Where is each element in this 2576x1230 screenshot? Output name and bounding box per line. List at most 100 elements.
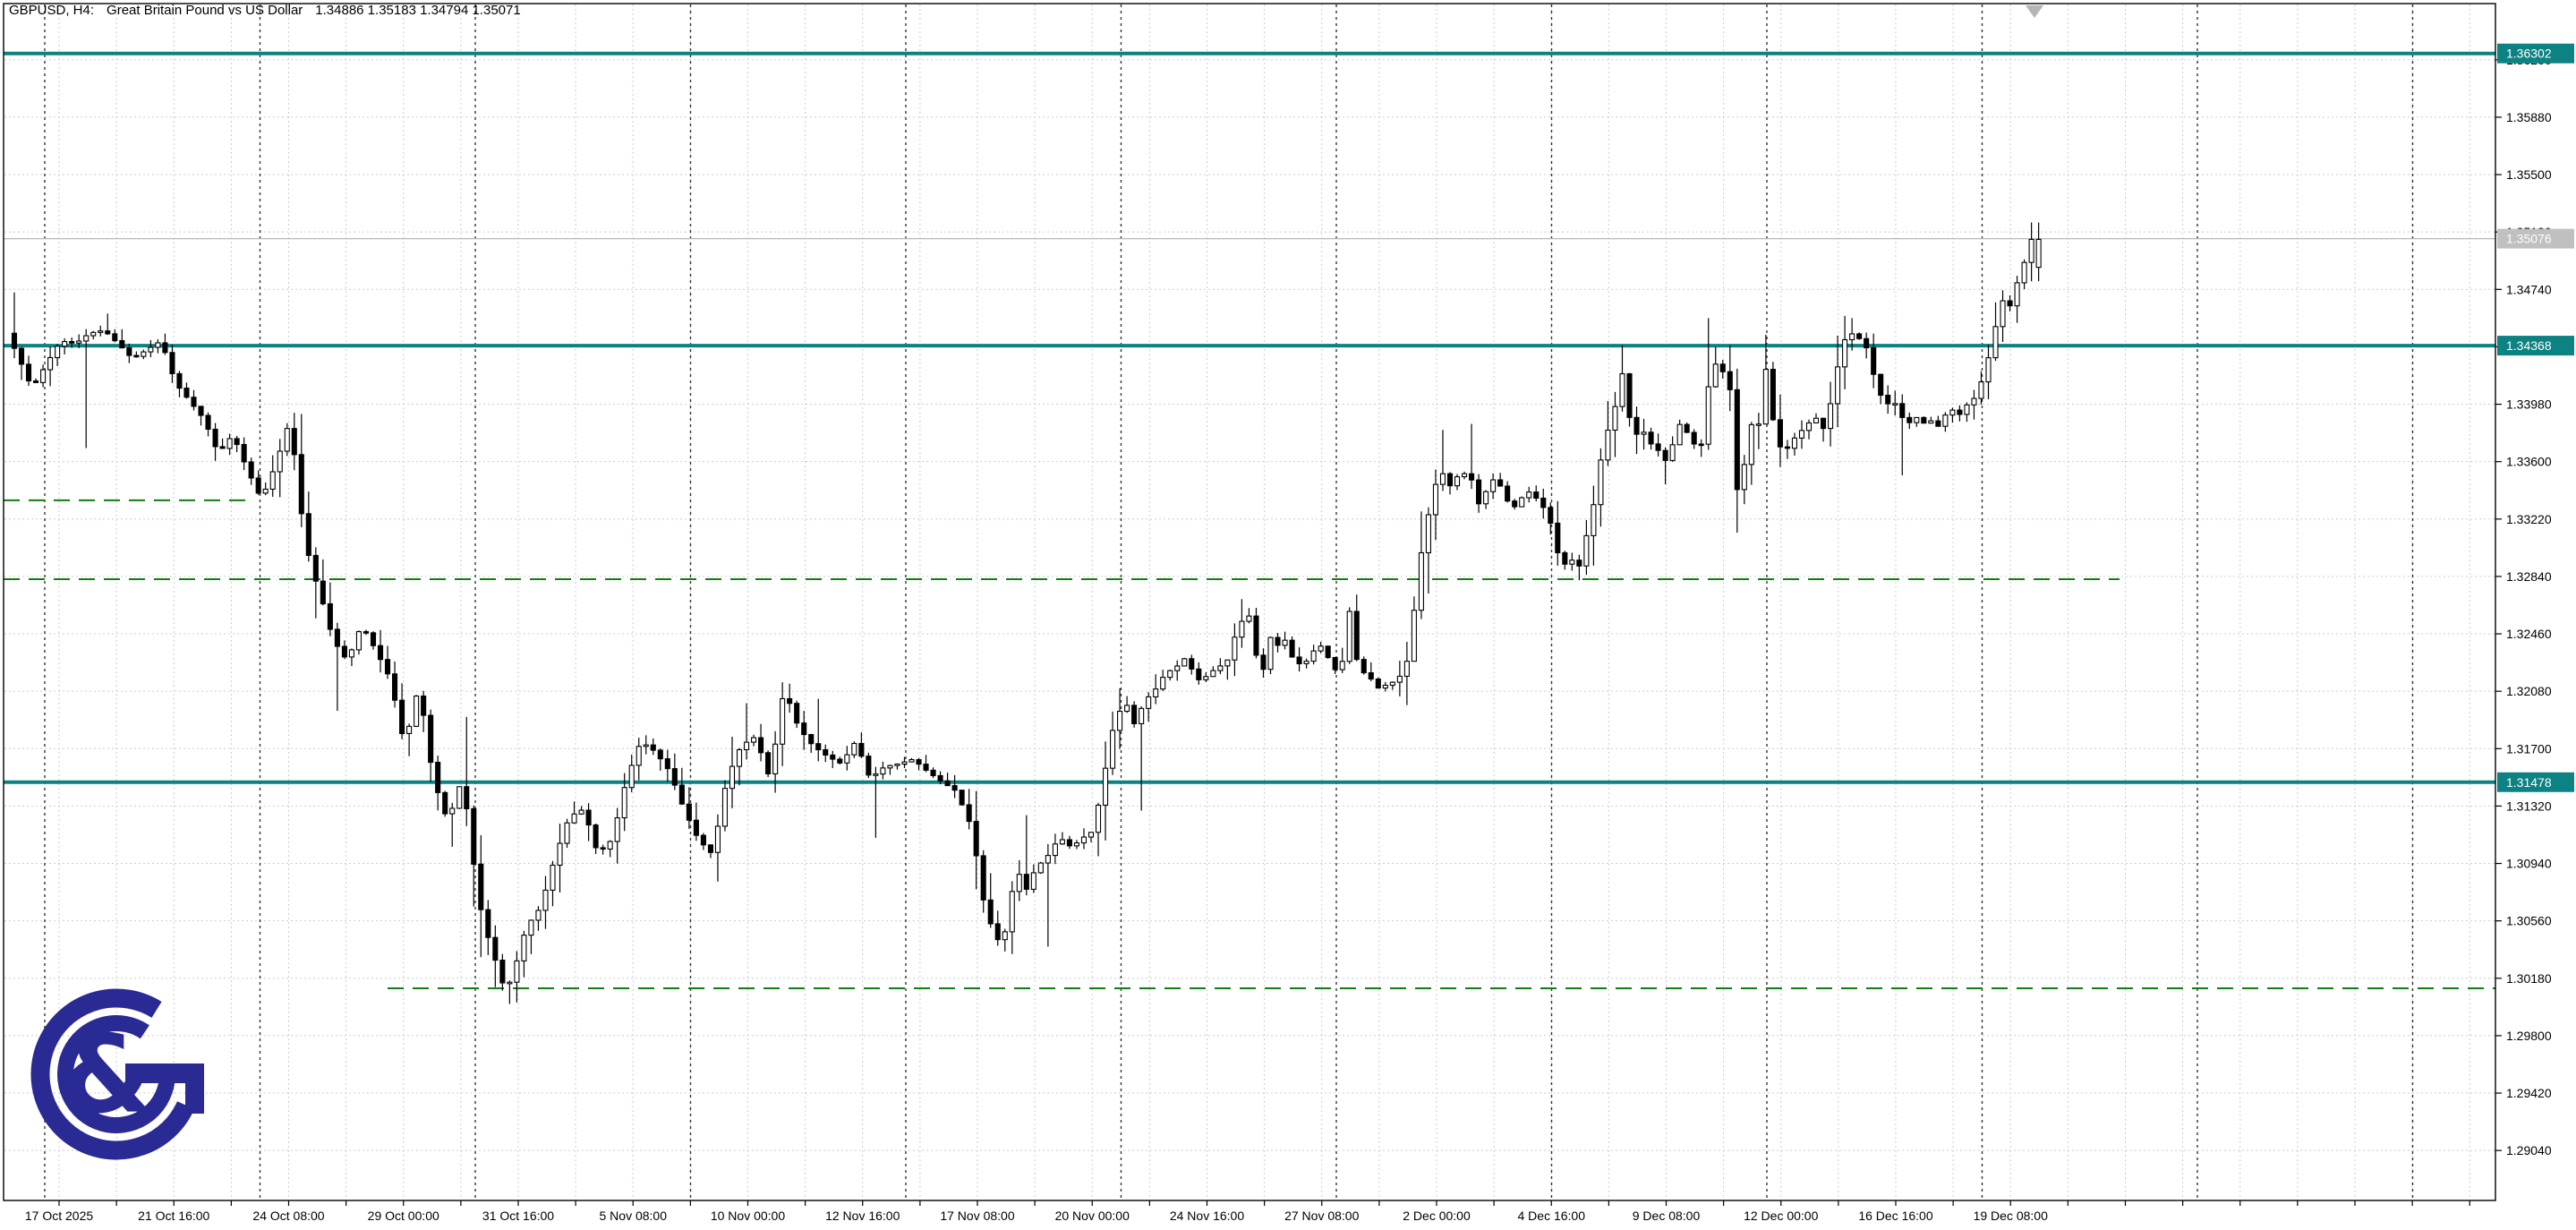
bear-candle — [959, 790, 965, 806]
bear-candle — [1325, 645, 1331, 659]
bull-candle — [2014, 282, 2020, 307]
y-axis-label: 1.33600 — [2506, 455, 2552, 469]
x-axis-label: 19 Dec 08:00 — [1974, 1209, 2048, 1223]
bear-candle — [794, 703, 800, 724]
bull-candle — [643, 744, 649, 747]
x-axis-label: 9 Dec 08:00 — [1633, 1209, 1701, 1223]
bull-candle — [564, 822, 570, 844]
bull-candle — [1088, 832, 1095, 838]
bear-candle — [33, 380, 39, 383]
bear-candle — [1856, 333, 1863, 339]
bear-candle — [112, 333, 118, 342]
x-axis-label: 24 Nov 16:00 — [1170, 1209, 1244, 1223]
bull-candle — [1439, 473, 1446, 485]
bear-candle — [133, 354, 140, 358]
bear-candle — [1260, 654, 1267, 671]
bear-candle — [1727, 371, 1733, 390]
bull-candle — [355, 631, 363, 651]
bear-candle — [815, 743, 822, 751]
y-axis-label: 1.29420 — [2506, 1086, 2552, 1100]
bull-candle — [1612, 406, 1618, 431]
bull-candle — [1203, 676, 1209, 680]
bull-candle — [887, 764, 893, 769]
bear-candle — [1332, 656, 1338, 671]
bear-candle — [1906, 416, 1913, 423]
bull-candle — [780, 697, 786, 745]
bull-candle — [1828, 403, 1834, 430]
bull-candle — [1849, 333, 1855, 341]
bull-candle — [1914, 416, 1920, 423]
bull-candle — [1942, 414, 1949, 427]
bear-candle — [1548, 507, 1554, 524]
y-axis-label: 1.29040 — [2506, 1143, 2552, 1157]
bull-candle — [729, 765, 736, 790]
bear-candle — [1131, 705, 1138, 724]
bull-candle — [1748, 423, 1754, 466]
bear-candle — [937, 774, 943, 782]
bull-candle — [550, 864, 556, 891]
y-axis-label: 1.30940 — [2506, 857, 2552, 871]
bear-candle — [1562, 551, 1568, 565]
bull-candle — [542, 889, 549, 911]
bull-candle — [1045, 855, 1051, 864]
bear-candle — [435, 761, 441, 793]
bull-candle — [1217, 665, 1224, 671]
bull-candle — [1741, 464, 1747, 491]
x-axis-label: 20 Nov 00:00 — [1055, 1209, 1130, 1223]
chart-shift-marker-icon[interactable] — [2026, 5, 2043, 18]
bear-candle — [176, 372, 183, 389]
bull-candle — [1339, 661, 1345, 671]
bear-candle — [191, 397, 197, 407]
y-axis-label: 1.35500 — [2506, 167, 2552, 182]
bear-candle — [1784, 446, 1790, 449]
bear-candle — [1878, 373, 1884, 397]
bull-candle — [1669, 444, 1676, 461]
bear-candle — [1770, 369, 1776, 421]
y-axis-label: 1.31320 — [2506, 799, 2552, 813]
bull-candle — [1569, 559, 1575, 565]
bull-candle — [1483, 491, 1489, 505]
bear-candle — [1505, 485, 1511, 502]
bull-candle — [1949, 409, 1956, 416]
y-axis-label: 1.35880 — [2506, 110, 2552, 124]
bull-candle — [1805, 422, 1813, 431]
bull-candle — [62, 341, 68, 347]
bear-candle — [987, 899, 994, 925]
bear-candle — [1957, 409, 1963, 415]
bear-candle — [1885, 394, 1891, 405]
bear-candle — [305, 513, 311, 556]
bull-candle — [571, 813, 577, 824]
bull-candle — [1403, 661, 1410, 677]
bear-candle — [678, 784, 685, 805]
bear-candle — [916, 759, 922, 765]
bull-candle — [851, 742, 857, 756]
bull-candle — [908, 759, 915, 763]
bull-candle — [1174, 665, 1181, 671]
bear-candle — [1533, 491, 1540, 500]
bull-candle — [406, 725, 413, 734]
logo-ampersand: & — [61, 1013, 155, 1138]
bear-candle — [69, 341, 75, 344]
y-axis-label: 1.34740 — [2506, 282, 2552, 296]
bull-candle — [83, 335, 90, 342]
bull-candle — [1303, 661, 1309, 665]
bear-candle — [392, 673, 398, 701]
bear-candle — [1935, 420, 1941, 427]
bear-candle — [1469, 473, 1475, 481]
bull-candle — [1526, 491, 1532, 499]
x-axis-label: 12 Dec 00:00 — [1744, 1209, 1818, 1223]
bull-candle — [635, 746, 642, 766]
bear-candle — [1189, 658, 1195, 670]
bull-candle — [277, 450, 283, 473]
bear-candle — [1899, 403, 1906, 418]
bear-candle — [923, 764, 929, 771]
logo-arc — [57, 1015, 175, 1133]
bear-candle — [18, 347, 25, 365]
bear-candle — [1253, 615, 1259, 656]
bull-candle — [578, 809, 584, 815]
bull-candle — [1676, 423, 1683, 446]
bull-candle — [1382, 684, 1388, 689]
bull-candle — [226, 438, 233, 449]
plot-background — [4, 4, 2495, 1200]
